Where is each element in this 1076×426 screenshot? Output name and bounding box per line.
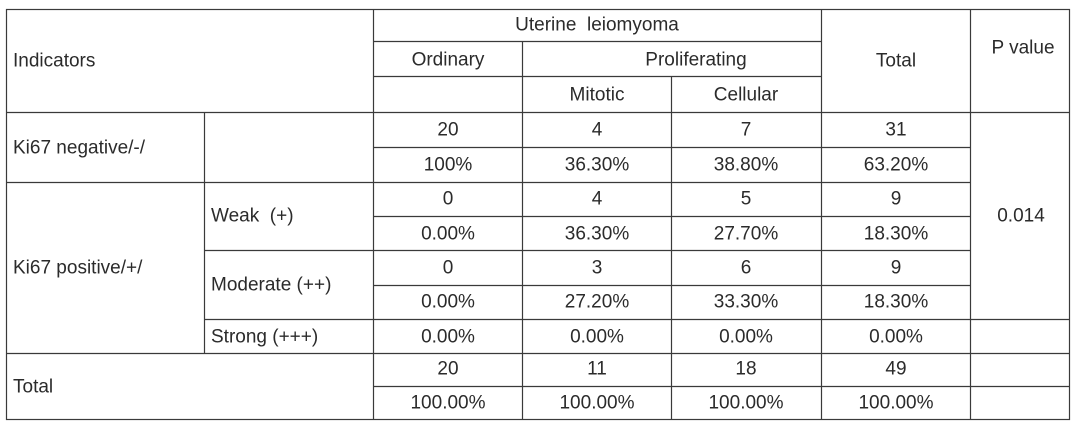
cell-negative-count-cellular: 7 [740,119,752,141]
row-label-weak: Weak (+) [211,205,294,227]
row-label-ki67-positive: Ki67 positive/+/ [13,257,143,279]
cell-weak-count-ordinary: 0 [442,188,454,210]
cell-total-count-total: 49 [885,358,907,380]
header-mitotic: Mitotic [569,84,625,106]
cell-negative-pct-mitotic: 36.30% [564,154,630,176]
cell-weak-count-cellular: 5 [740,188,752,210]
cell-moderate-pct-ordinary: 0.00% [421,291,475,313]
header-proliferating: Proliferating [645,49,747,71]
header-indicators: Indicators [13,50,96,72]
header-cellular: Cellular [713,84,779,106]
cell-negative-pct-cellular: 38.80% [713,154,779,176]
cell-moderate-pct-mitotic: 27.20% [564,291,630,313]
cell-strong-pct-total: 0.00% [869,326,923,348]
cell-total-count-cellular: 18 [735,358,757,380]
cell-total-pct-mitotic: 100.00% [559,392,635,414]
cell-weak-pct-total: 18.30% [863,223,929,245]
cell-weak-count-total: 9 [890,188,902,210]
cell-total-count-ordinary: 20 [437,358,459,380]
cell-total-pct-total: 100.00% [858,392,934,414]
row-label-strong: Strong (+++) [211,326,319,348]
cell-moderate-count-ordinary: 0 [442,257,454,279]
header-total: Total [875,50,917,72]
cell-moderate-count-total: 9 [890,257,902,279]
cell-total-count-mitotic: 11 [587,358,607,380]
cell-p-value: 0.014 [997,205,1045,227]
cell-moderate-count-mitotic: 3 [591,257,603,279]
row-label-moderate: Moderate (++) [211,274,332,296]
cell-negative-pct-ordinary: 100% [423,154,473,176]
cell-negative-count-ordinary: 20 [437,119,459,141]
cell-total-pct-ordinary: 100.00% [410,392,486,414]
cell-weak-pct-mitotic: 36.30% [564,223,630,245]
row-label-total: Total [13,376,54,398]
cell-moderate-pct-cellular: 33.30% [713,291,779,313]
cell-weak-count-mitotic: 4 [591,188,603,210]
cell-strong-pct-mitotic: 0.00% [570,326,624,348]
row-label-ki67-negative: Ki67 negative/-/ [13,137,146,159]
header-uterine-leiomyoma: Uterine leiomyoma [515,14,679,36]
cell-weak-pct-ordinary: 0.00% [421,223,475,245]
header-p-value: P value [991,37,1055,59]
cell-negative-pct-total: 63.20% [863,154,929,176]
cell-moderate-pct-total: 18.30% [863,291,929,313]
cell-negative-count-mitotic: 4 [591,119,603,141]
header-ordinary: Ordinary [411,49,485,71]
cell-moderate-count-cellular: 6 [740,257,752,279]
cell-total-pct-cellular: 100.00% [708,392,784,414]
cell-weak-pct-cellular: 27.70% [713,223,779,245]
cell-strong-pct-cellular: 0.00% [719,326,773,348]
cell-strong-pct-ordinary: 0.00% [421,326,475,348]
cell-negative-count-total: 31 [885,119,907,141]
